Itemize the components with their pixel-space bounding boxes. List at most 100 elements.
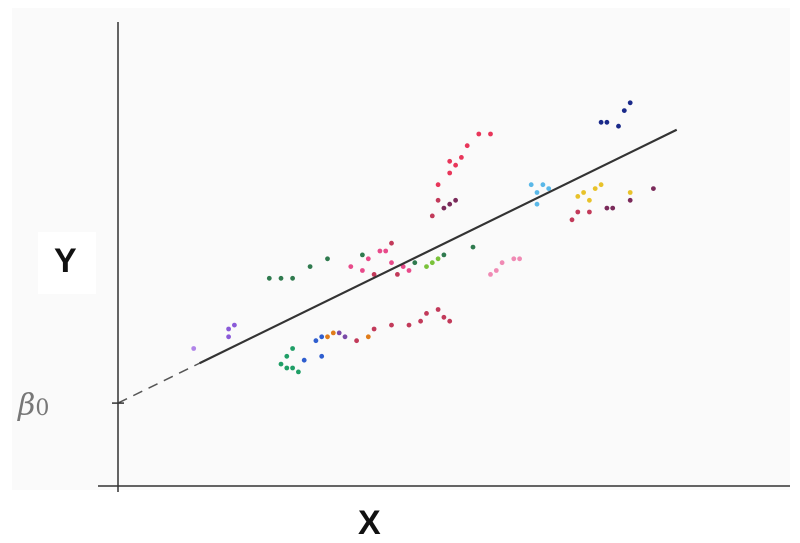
data-point — [511, 256, 517, 262]
data-point — [627, 190, 633, 195]
data-point — [447, 201, 453, 207]
data-point — [429, 260, 435, 266]
data-point — [464, 143, 470, 149]
data-point — [499, 260, 505, 266]
data-point — [435, 182, 441, 188]
data-point — [627, 197, 633, 203]
data-point — [336, 330, 342, 336]
data-point — [581, 190, 586, 195]
data-point — [365, 334, 371, 340]
data-point — [377, 248, 383, 254]
data-point — [604, 205, 610, 211]
data-point — [325, 334, 330, 340]
x-axis-label: X — [358, 504, 381, 542]
data-point — [616, 123, 621, 129]
plot-panel — [12, 8, 790, 490]
data-point — [621, 108, 627, 113]
data-point — [301, 357, 307, 363]
data-point — [412, 260, 418, 266]
axes — [98, 22, 790, 492]
data-point — [418, 318, 423, 324]
data-point — [383, 248, 389, 254]
data-point — [360, 268, 365, 273]
data-point — [354, 338, 359, 344]
data-point — [604, 119, 610, 125]
data-points — [191, 100, 656, 375]
data-point — [389, 260, 394, 266]
data-point — [598, 182, 604, 188]
data-point — [488, 131, 493, 137]
data-point — [330, 330, 336, 336]
data-point — [284, 365, 290, 371]
data-point — [453, 197, 458, 203]
regression-line-extension — [117, 362, 200, 404]
data-point — [575, 194, 581, 199]
data-point — [319, 334, 325, 340]
data-point — [348, 264, 354, 269]
data-point — [307, 264, 313, 269]
data-point — [488, 272, 493, 277]
data-point — [232, 322, 237, 328]
data-point — [226, 326, 232, 332]
data-point — [389, 240, 394, 246]
data-point — [575, 209, 581, 215]
data-point — [406, 322, 412, 328]
data-point — [278, 275, 284, 281]
data-point — [400, 264, 406, 269]
data-point — [319, 353, 325, 359]
data-point — [627, 100, 633, 106]
data-point — [313, 338, 319, 344]
data-point — [371, 326, 377, 332]
data-point — [470, 244, 476, 250]
data-point — [540, 182, 546, 188]
data-point — [342, 334, 348, 340]
data-point — [610, 205, 616, 211]
data-point — [226, 334, 232, 340]
data-point — [447, 170, 453, 176]
data-point — [371, 272, 377, 277]
data-point — [191, 346, 197, 351]
data-point — [325, 256, 330, 262]
data-point — [587, 197, 592, 203]
data-point — [587, 209, 592, 215]
data-point — [435, 307, 441, 312]
data-point — [296, 369, 301, 375]
data-point — [493, 268, 499, 273]
data-point — [476, 131, 482, 137]
y-axis-label: Y — [54, 242, 77, 280]
data-point — [406, 268, 412, 273]
y-label-background — [38, 232, 96, 294]
data-point — [453, 162, 458, 168]
intercept-label: β0 — [18, 388, 49, 423]
data-point — [441, 252, 447, 258]
data-point — [569, 217, 575, 223]
data-point — [290, 365, 295, 371]
data-point — [546, 186, 552, 192]
data-point — [447, 318, 453, 324]
data-point — [360, 252, 365, 258]
data-point — [284, 353, 290, 359]
data-point — [424, 311, 429, 316]
data-point — [441, 205, 447, 211]
data-point — [435, 256, 441, 262]
regression-line — [198, 128, 678, 365]
data-point — [447, 158, 453, 164]
data-point — [290, 275, 295, 281]
data-point — [435, 197, 441, 203]
data-point — [266, 275, 272, 281]
intercept-symbol: β — [18, 388, 36, 423]
data-point — [598, 119, 604, 125]
data-point — [389, 322, 394, 328]
data-point — [592, 186, 598, 192]
data-point — [429, 213, 435, 219]
data-point — [365, 256, 371, 262]
data-point — [517, 256, 522, 262]
data-point — [651, 186, 656, 192]
regression-line-group — [112, 128, 678, 404]
data-point — [441, 314, 447, 320]
data-point — [395, 272, 400, 277]
data-point — [534, 190, 540, 195]
data-point — [424, 264, 429, 269]
